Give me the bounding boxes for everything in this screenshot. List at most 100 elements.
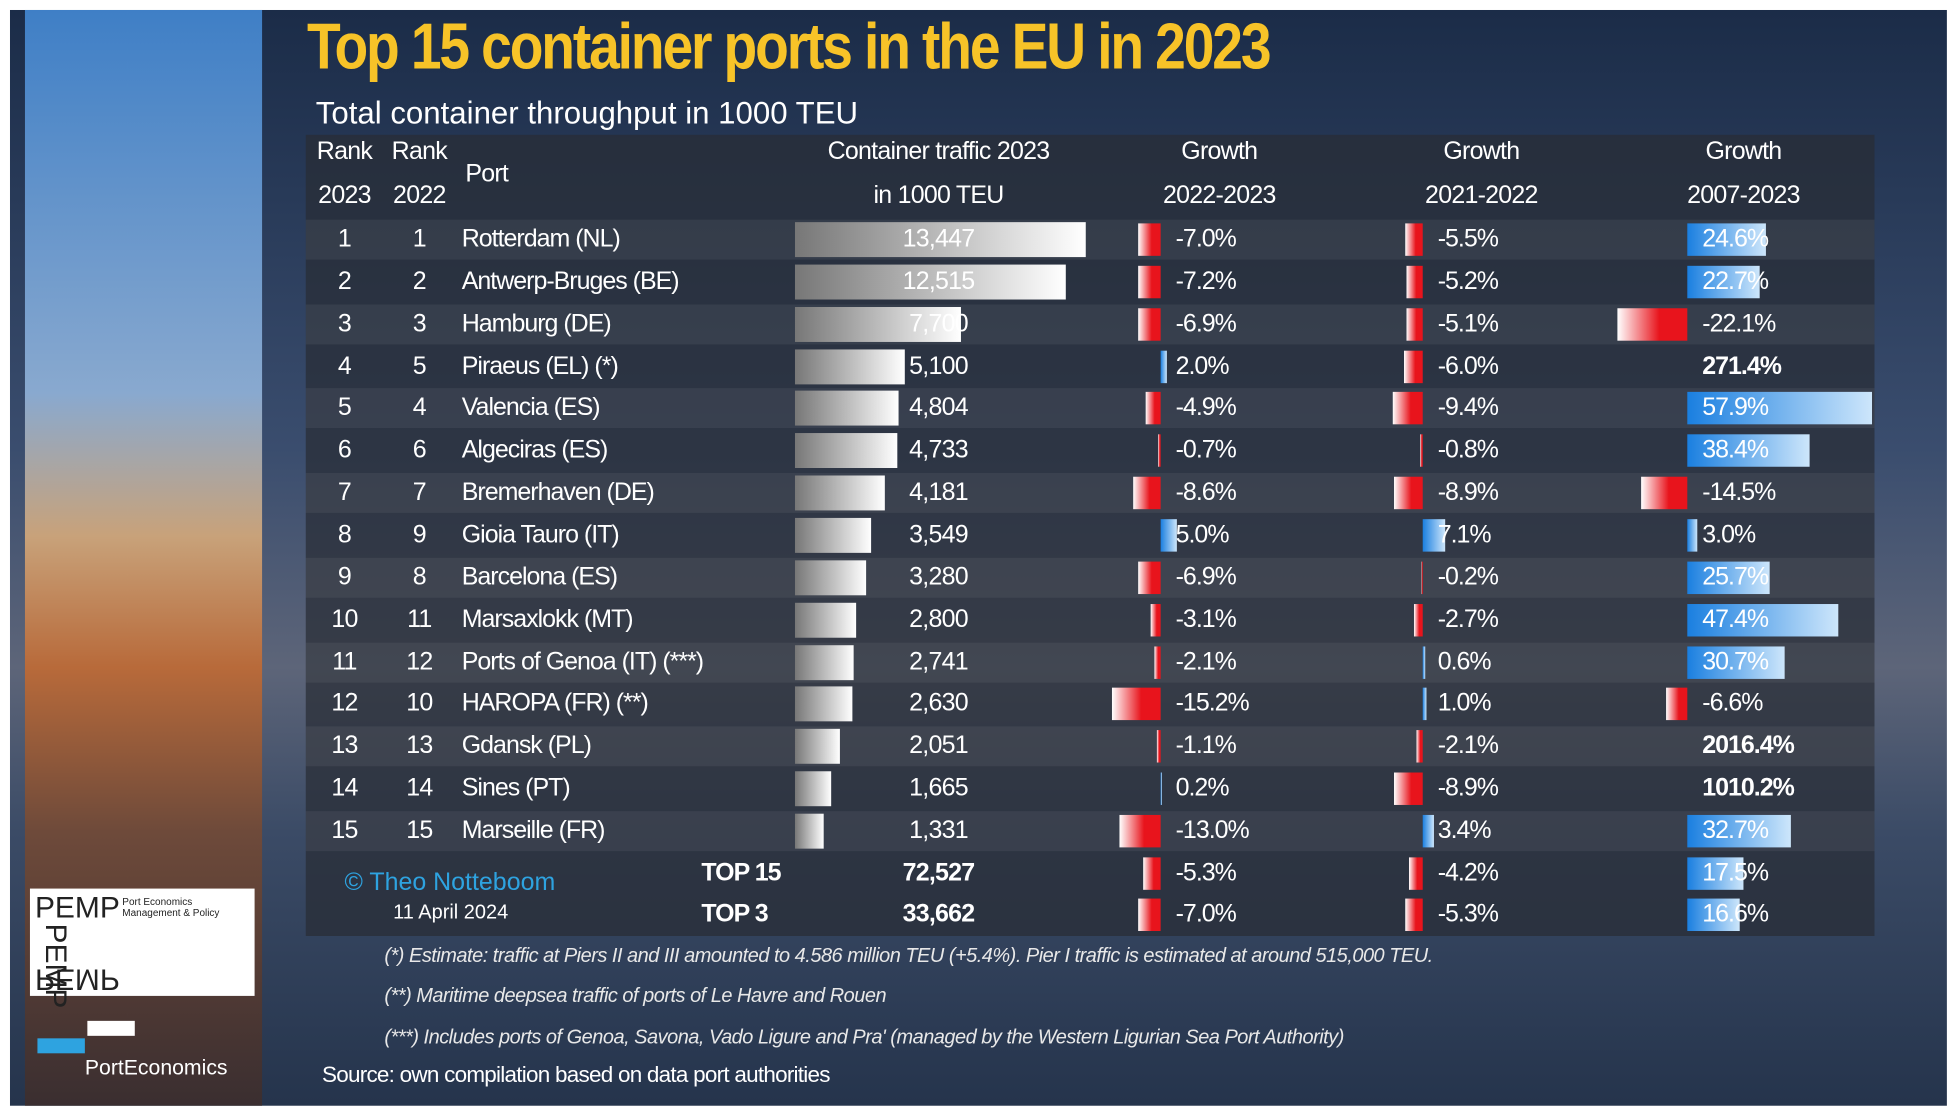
total-label: TOP 15 — [701, 859, 781, 887]
port-name: Gdansk (PL) — [461, 732, 592, 760]
rank-2023: 14 — [331, 774, 358, 802]
rank-2023: 13 — [331, 732, 358, 760]
growth-label: 1010.2% — [1702, 774, 1795, 802]
growth-bar — [1422, 561, 1423, 594]
port-name: Antwerp-Bruges (BE) — [461, 267, 680, 295]
growth-label: -22.1% — [1702, 309, 1776, 338]
growth-bar — [1687, 392, 1872, 425]
growth-bar — [1687, 645, 1785, 679]
growth-bar — [1687, 265, 1760, 299]
rank-2022: 3 — [412, 309, 427, 338]
rank-2022: 6 — [412, 436, 427, 464]
growth-label: -15.2% — [1175, 689, 1250, 718]
column-header: 2007-2023 — [1687, 181, 1800, 210]
growth-label: 3.4% — [1437, 816, 1492, 845]
traffic-label: 13,447 — [902, 225, 976, 253]
logo-mark: PEMP — [34, 962, 120, 996]
growth-bar — [1422, 645, 1425, 679]
column-header: 2023 — [318, 181, 371, 210]
traffic-label: 4,804 — [909, 394, 968, 422]
growth-label: -13.0% — [1175, 816, 1250, 845]
column-header: Port — [465, 160, 509, 188]
growth-label: -9.4% — [1437, 394, 1499, 422]
port-name: Marsaxlokk (MT) — [461, 605, 634, 633]
column-header: Growth — [1705, 137, 1782, 166]
rank-2022: 13 — [406, 732, 433, 760]
growth-bar — [1138, 898, 1161, 932]
rank-2022: 11 — [407, 605, 432, 633]
growth-label: -5.1% — [1437, 309, 1499, 338]
logo-mark: PEMP — [34, 891, 120, 925]
port-name: Hamburg (DE) — [461, 309, 612, 338]
source: Source: own compilation based on data po… — [321, 1062, 831, 1088]
logo-bar — [37, 1038, 85, 1054]
growth-bar — [1153, 645, 1161, 679]
port-name: Rotterdam (NL) — [461, 225, 621, 253]
growth-label: -5.3% — [1175, 859, 1237, 887]
rank-2023: 10 — [331, 605, 358, 633]
traffic-label: 3,280 — [909, 563, 968, 591]
traffic-label: 1,331 — [909, 816, 968, 845]
rank-2022: 1 — [412, 225, 427, 253]
traffic-label: 5,100 — [909, 351, 968, 380]
traffic-bar — [794, 560, 866, 596]
growth-label: 25.7% — [1702, 563, 1769, 591]
growth-label: 38.4% — [1702, 436, 1769, 464]
growth-label: 57.9% — [1702, 394, 1769, 422]
column-header: in 1000 TEU — [873, 181, 1004, 210]
growth-label: 0.2% — [1175, 774, 1230, 802]
growth-label: -4.9% — [1175, 394, 1237, 422]
total-traffic: 72,527 — [902, 859, 976, 887]
rank-2023: 5 — [337, 394, 352, 422]
row-stripe — [305, 642, 1875, 683]
port-name: Sines (PT) — [461, 774, 571, 802]
rank-2022: 2 — [412, 267, 427, 295]
rank-2022: 5 — [412, 351, 427, 380]
growth-bar — [1422, 814, 1434, 848]
column-header: Rank — [391, 137, 448, 166]
note: (***) Includes ports of Genoa, Savona, V… — [384, 1027, 1344, 1049]
port-name: Piraeus (EL) (*) — [461, 351, 619, 380]
row-stripe — [305, 304, 1875, 345]
rank-2023: 3 — [337, 309, 352, 338]
growth-bar — [1138, 307, 1161, 341]
growth-label: -2.1% — [1175, 647, 1237, 676]
rank-2023: 8 — [337, 520, 352, 549]
rank-2023: 4 — [337, 351, 352, 380]
growth-bar — [1616, 307, 1688, 341]
rank-2022: 9 — [412, 520, 427, 549]
growth-label: -6.9% — [1175, 563, 1237, 591]
growth-label: 22.7% — [1702, 267, 1769, 295]
growth-bar — [1160, 350, 1167, 383]
growth-bar — [1687, 814, 1792, 848]
traffic-bar — [794, 433, 898, 469]
rank-2022: 12 — [406, 647, 433, 676]
growth-bar — [1422, 519, 1446, 552]
growth-label: -3.1% — [1175, 605, 1237, 633]
column-header: 2021-2022 — [1425, 181, 1538, 210]
growth-bar — [1138, 561, 1161, 594]
rank-2022: 15 — [406, 816, 433, 845]
growth-bar — [1687, 603, 1839, 637]
traffic-label: 4,733 — [909, 436, 968, 464]
growth-label: 0.6% — [1437, 647, 1492, 676]
logo-box: PEMP Port Economics Management & Policy … — [29, 888, 255, 1008]
growth-label: 3.0% — [1702, 520, 1756, 549]
total-label: TOP 3 — [701, 900, 768, 928]
traffic-bar — [794, 771, 831, 807]
port-name: Valencia (ES) — [461, 394, 601, 422]
traffic-bar — [794, 264, 1066, 300]
row-stripe — [305, 726, 1875, 767]
growth-bar — [1687, 434, 1810, 468]
growth-label: 17.5% — [1702, 859, 1769, 887]
growth-bar — [1158, 434, 1161, 468]
traffic-label: 1,665 — [909, 774, 968, 802]
rank-2022: 8 — [412, 563, 427, 591]
growth-label: 271.4% — [1702, 351, 1782, 380]
title: Top 15 container ports in the EU in 2023 — [307, 11, 1272, 84]
column-header: 2022 — [393, 181, 446, 210]
port-name: Ports of Genoa (IT) (***) — [461, 647, 704, 676]
traffic-bar — [794, 644, 855, 680]
